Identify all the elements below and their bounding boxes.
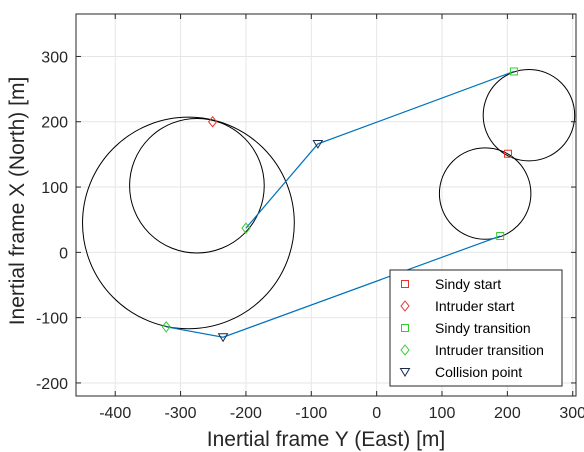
y-tick-label: -200 [36,376,68,393]
y-tick-label: -100 [36,311,68,328]
legend-marker [400,300,410,312]
tick-group: -400 -300 -200 -100 0 100 200 300 -200 -100 0 100 20… [36,14,584,422]
legend-box [389,269,563,387]
x-tick-label: -400 [99,405,131,422]
y-axis-label: Inertial frame X (North) [m] [6,77,29,326]
marker-group [161,67,518,343]
x-tick-label: 100 [429,405,456,422]
y-tick-label: 300 [41,49,68,66]
marker-intruder-transition [161,320,171,333]
marker-intruder-start [207,115,218,128]
plot-area-border [75,13,577,397]
y-tick-label: 0 [59,245,68,262]
marker-intruder-transition [241,222,251,234]
x-axis-label: Inertial frame Y (East) [m] [207,428,445,451]
y-tick-label: 100 [41,180,68,197]
x-tick-label: 200 [494,405,521,422]
legend-entry: Sindy transition [435,320,531,336]
legend-marker [399,368,411,377]
x-tick-label: -300 [165,405,197,422]
legend-marker [401,280,409,288]
x-tick-label: 300 [559,405,584,422]
x-tick-label: 0 [372,405,381,422]
legend-marker [400,344,410,356]
legend: Sindy start Intruder start Sindy transitio… [389,269,563,387]
circle-group [82,69,576,330]
marker-sindy-transition [496,232,505,241]
trajectory-line-1 [245,70,515,229]
grid-lines [76,14,576,396]
circle-2 [82,116,295,330]
legend-entry: Intruder start [435,298,514,314]
circle-4 [438,147,532,240]
y-tick-label: 200 [41,115,68,132]
marker-collision-point [312,139,324,149]
legend-marker [401,324,409,332]
x-tick-label: -200 [230,405,262,422]
x-tick-label: -100 [295,405,327,422]
marker-sindy-start [504,149,513,158]
marker-sindy-transition [509,67,518,76]
legend-entry: Sindy start [435,276,501,292]
legend-entry: Intruder transition [435,342,544,358]
circle-3 [482,69,576,162]
marker-collision-point [217,333,229,343]
legend-entry: Collision point [435,364,522,380]
circle-1 [129,117,265,254]
